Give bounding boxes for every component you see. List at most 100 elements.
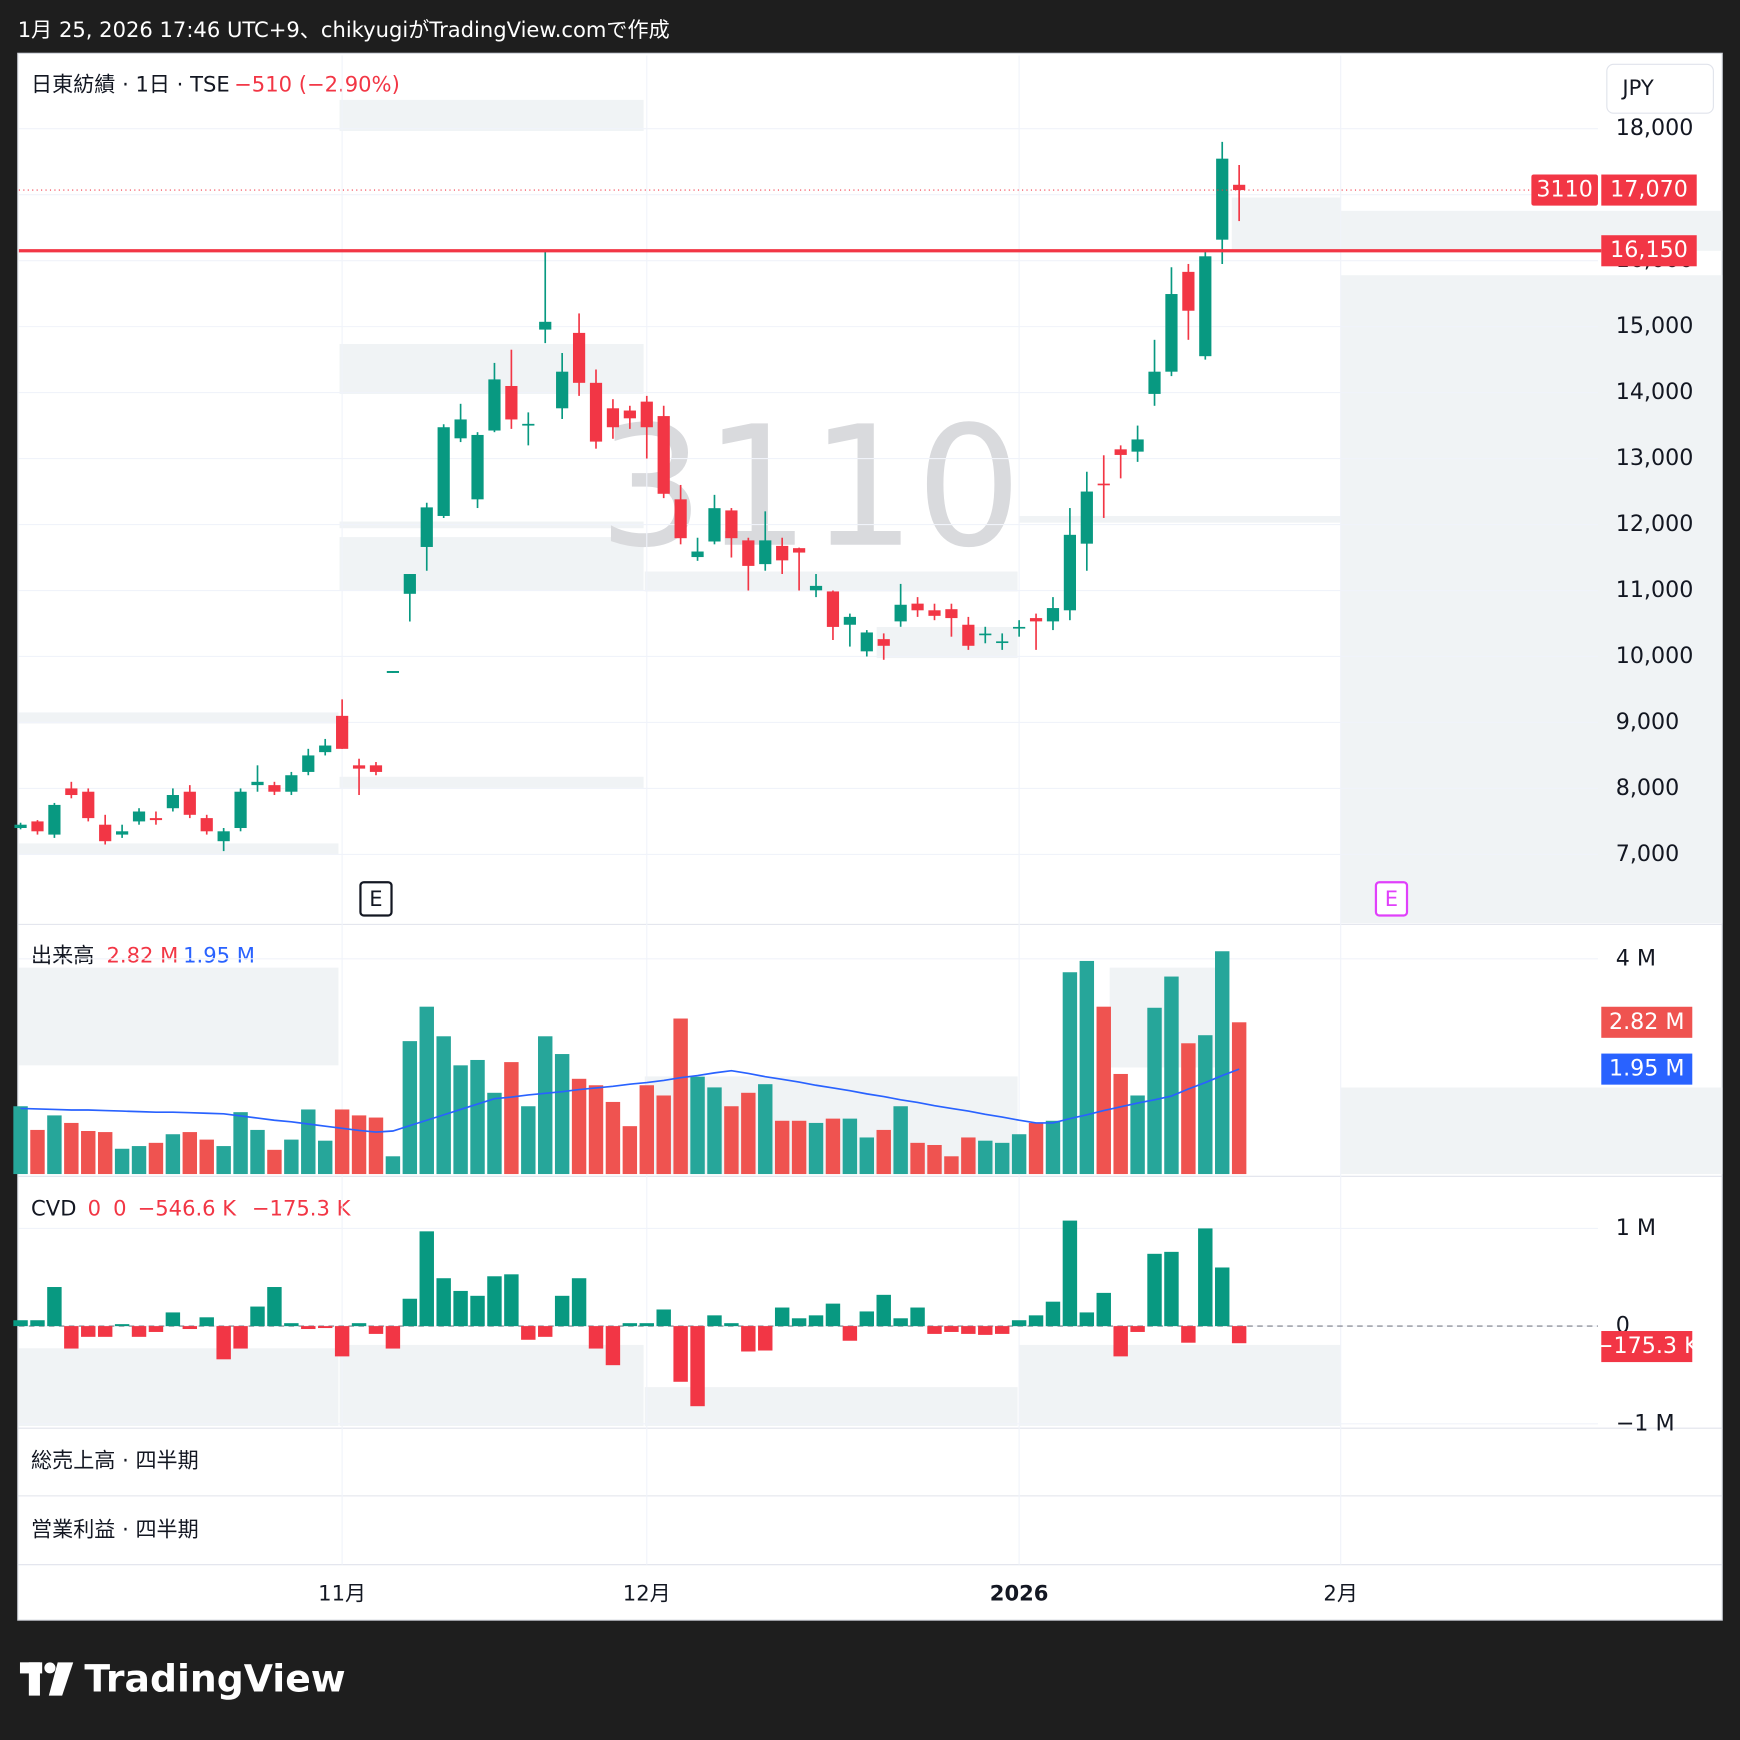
bar <box>284 1323 299 1327</box>
candle-body <box>132 811 146 822</box>
bar <box>216 1146 231 1175</box>
candle-body <box>65 788 78 796</box>
bar <box>1147 1253 1162 1327</box>
bar <box>402 1041 418 1175</box>
bar <box>1096 1006 1111 1175</box>
bar <box>690 1326 705 1407</box>
bar <box>961 1137 976 1175</box>
bar <box>690 1076 705 1175</box>
bar <box>554 1295 570 1327</box>
bar <box>825 1118 841 1175</box>
bar <box>1198 1035 1213 1175</box>
pane-title: 営業利益 · 四半期 <box>31 1516 199 1541</box>
candle-body <box>302 755 315 772</box>
symbol-tag-label: 3110 <box>1536 177 1592 203</box>
bar <box>1028 1122 1044 1175</box>
bar <box>436 1278 451 1327</box>
volume-title: 出来高 <box>31 943 94 968</box>
bar <box>487 1092 502 1175</box>
bar <box>588 1326 604 1349</box>
price-tag-label: 16,150 <box>1610 237 1688 263</box>
candle-body <box>183 791 196 815</box>
bar <box>1011 1320 1027 1327</box>
bar <box>538 1036 553 1175</box>
bar <box>1164 1251 1179 1327</box>
bar <box>876 1129 891 1175</box>
candle-body <box>1029 618 1043 622</box>
bar <box>284 1139 299 1175</box>
candle-body <box>911 603 924 611</box>
bar <box>216 1326 231 1360</box>
logo-icon <box>19 1662 74 1696</box>
bar <box>267 1287 282 1327</box>
bar <box>1130 1326 1145 1332</box>
bar <box>487 1276 502 1327</box>
bar <box>385 1326 401 1349</box>
bar <box>114 1148 130 1175</box>
separators <box>17 923 1723 1566</box>
bar <box>741 1326 756 1352</box>
bar <box>893 1106 908 1175</box>
bar <box>521 1326 536 1340</box>
y-tick-label: 18,000 <box>1616 115 1694 141</box>
candle-body <box>589 382 603 442</box>
bar <box>707 1315 722 1327</box>
candle-body <box>623 410 636 419</box>
candle-body <box>319 745 332 753</box>
bar <box>30 1129 45 1175</box>
bar <box>81 1326 96 1337</box>
candle-body <box>48 804 61 835</box>
x-tick-label: 11月 <box>318 1581 366 1606</box>
symbol-tag <box>1531 174 1598 206</box>
grid <box>18 55 1598 1565</box>
price-tag-label: 17,070 <box>1610 177 1688 203</box>
bar <box>825 1303 841 1327</box>
bar <box>961 1326 976 1334</box>
bar <box>741 1092 756 1175</box>
bar <box>1164 976 1179 1175</box>
bar <box>385 1156 401 1175</box>
candle-body <box>454 419 467 439</box>
bar <box>13 1106 28 1175</box>
axis-tag <box>1601 1006 1693 1038</box>
bar <box>1231 1326 1247 1344</box>
y-tick-label: 15,000 <box>1616 313 1694 339</box>
candle-body <box>759 540 772 565</box>
bar <box>470 1295 485 1327</box>
event-label: E <box>1385 886 1398 911</box>
bar <box>944 1156 959 1175</box>
bar <box>707 1087 722 1175</box>
bar <box>199 1139 214 1175</box>
bar <box>504 1062 519 1175</box>
candle-body <box>894 604 907 622</box>
axis-tag-label: 2.82 M <box>1609 1009 1685 1035</box>
candle-body <box>82 791 95 819</box>
symbol-title: 日東紡績 · 1日 · TSE <box>31 71 230 96</box>
candle-body <box>352 765 366 769</box>
candle-body <box>708 508 721 542</box>
candle-body <box>556 371 569 409</box>
candle-body <box>234 791 247 829</box>
logo: TradingView <box>84 1657 345 1701</box>
y-tick-label: 8,000 <box>1616 775 1680 801</box>
bar <box>47 1287 62 1327</box>
bar <box>250 1306 265 1327</box>
bar <box>148 1326 164 1332</box>
candle-body <box>1233 184 1246 191</box>
candle-body <box>1046 608 1060 622</box>
bar <box>538 1326 553 1337</box>
bar <box>47 1115 62 1175</box>
event-label: E <box>369 886 382 911</box>
cvd-title: CVD <box>31 1196 76 1221</box>
currency-box[interactable] <box>1606 63 1714 114</box>
bar <box>453 1065 468 1175</box>
bar <box>301 1326 316 1330</box>
axis-tag <box>1601 1053 1693 1085</box>
x-tick-label: 12月 <box>623 1581 671 1606</box>
candle-body <box>116 831 129 835</box>
bar <box>317 1326 333 1329</box>
bar <box>1079 960 1095 1175</box>
candle-body <box>792 548 806 553</box>
candle-body <box>674 499 687 539</box>
bar <box>351 1323 367 1327</box>
